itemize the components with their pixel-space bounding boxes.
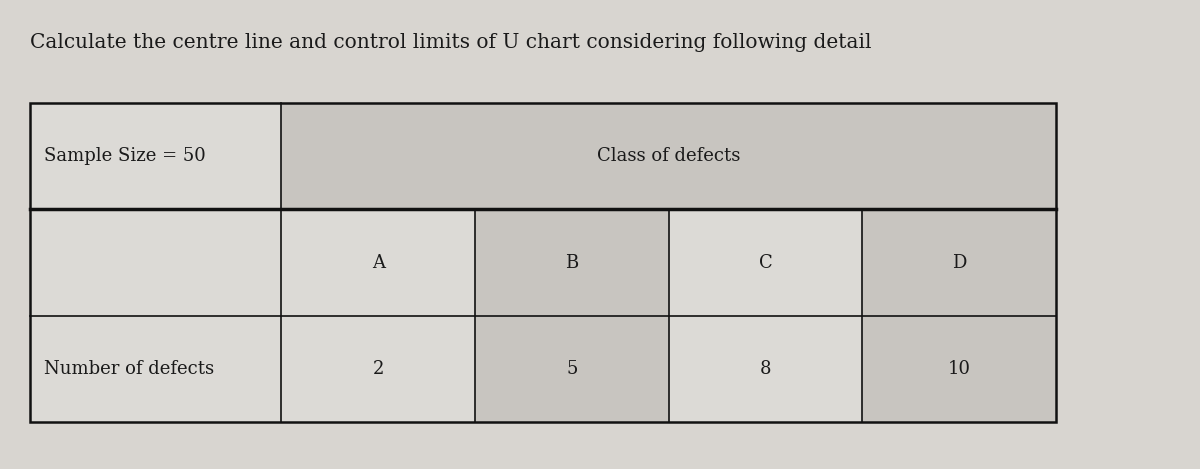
Text: Sample Size = 50: Sample Size = 50 [44, 147, 206, 166]
Text: Calculate the centre line and control limits of U chart considering following de: Calculate the centre line and control li… [30, 33, 871, 52]
Text: 2: 2 [372, 360, 384, 378]
Text: B: B [565, 254, 578, 272]
Text: Class of defects: Class of defects [596, 147, 740, 166]
Text: D: D [952, 254, 966, 272]
Text: 10: 10 [948, 360, 971, 378]
Text: C: C [758, 254, 773, 272]
Text: 5: 5 [566, 360, 577, 378]
Text: A: A [372, 254, 385, 272]
Text: 8: 8 [760, 360, 772, 378]
Text: Number of defects: Number of defects [44, 360, 215, 378]
